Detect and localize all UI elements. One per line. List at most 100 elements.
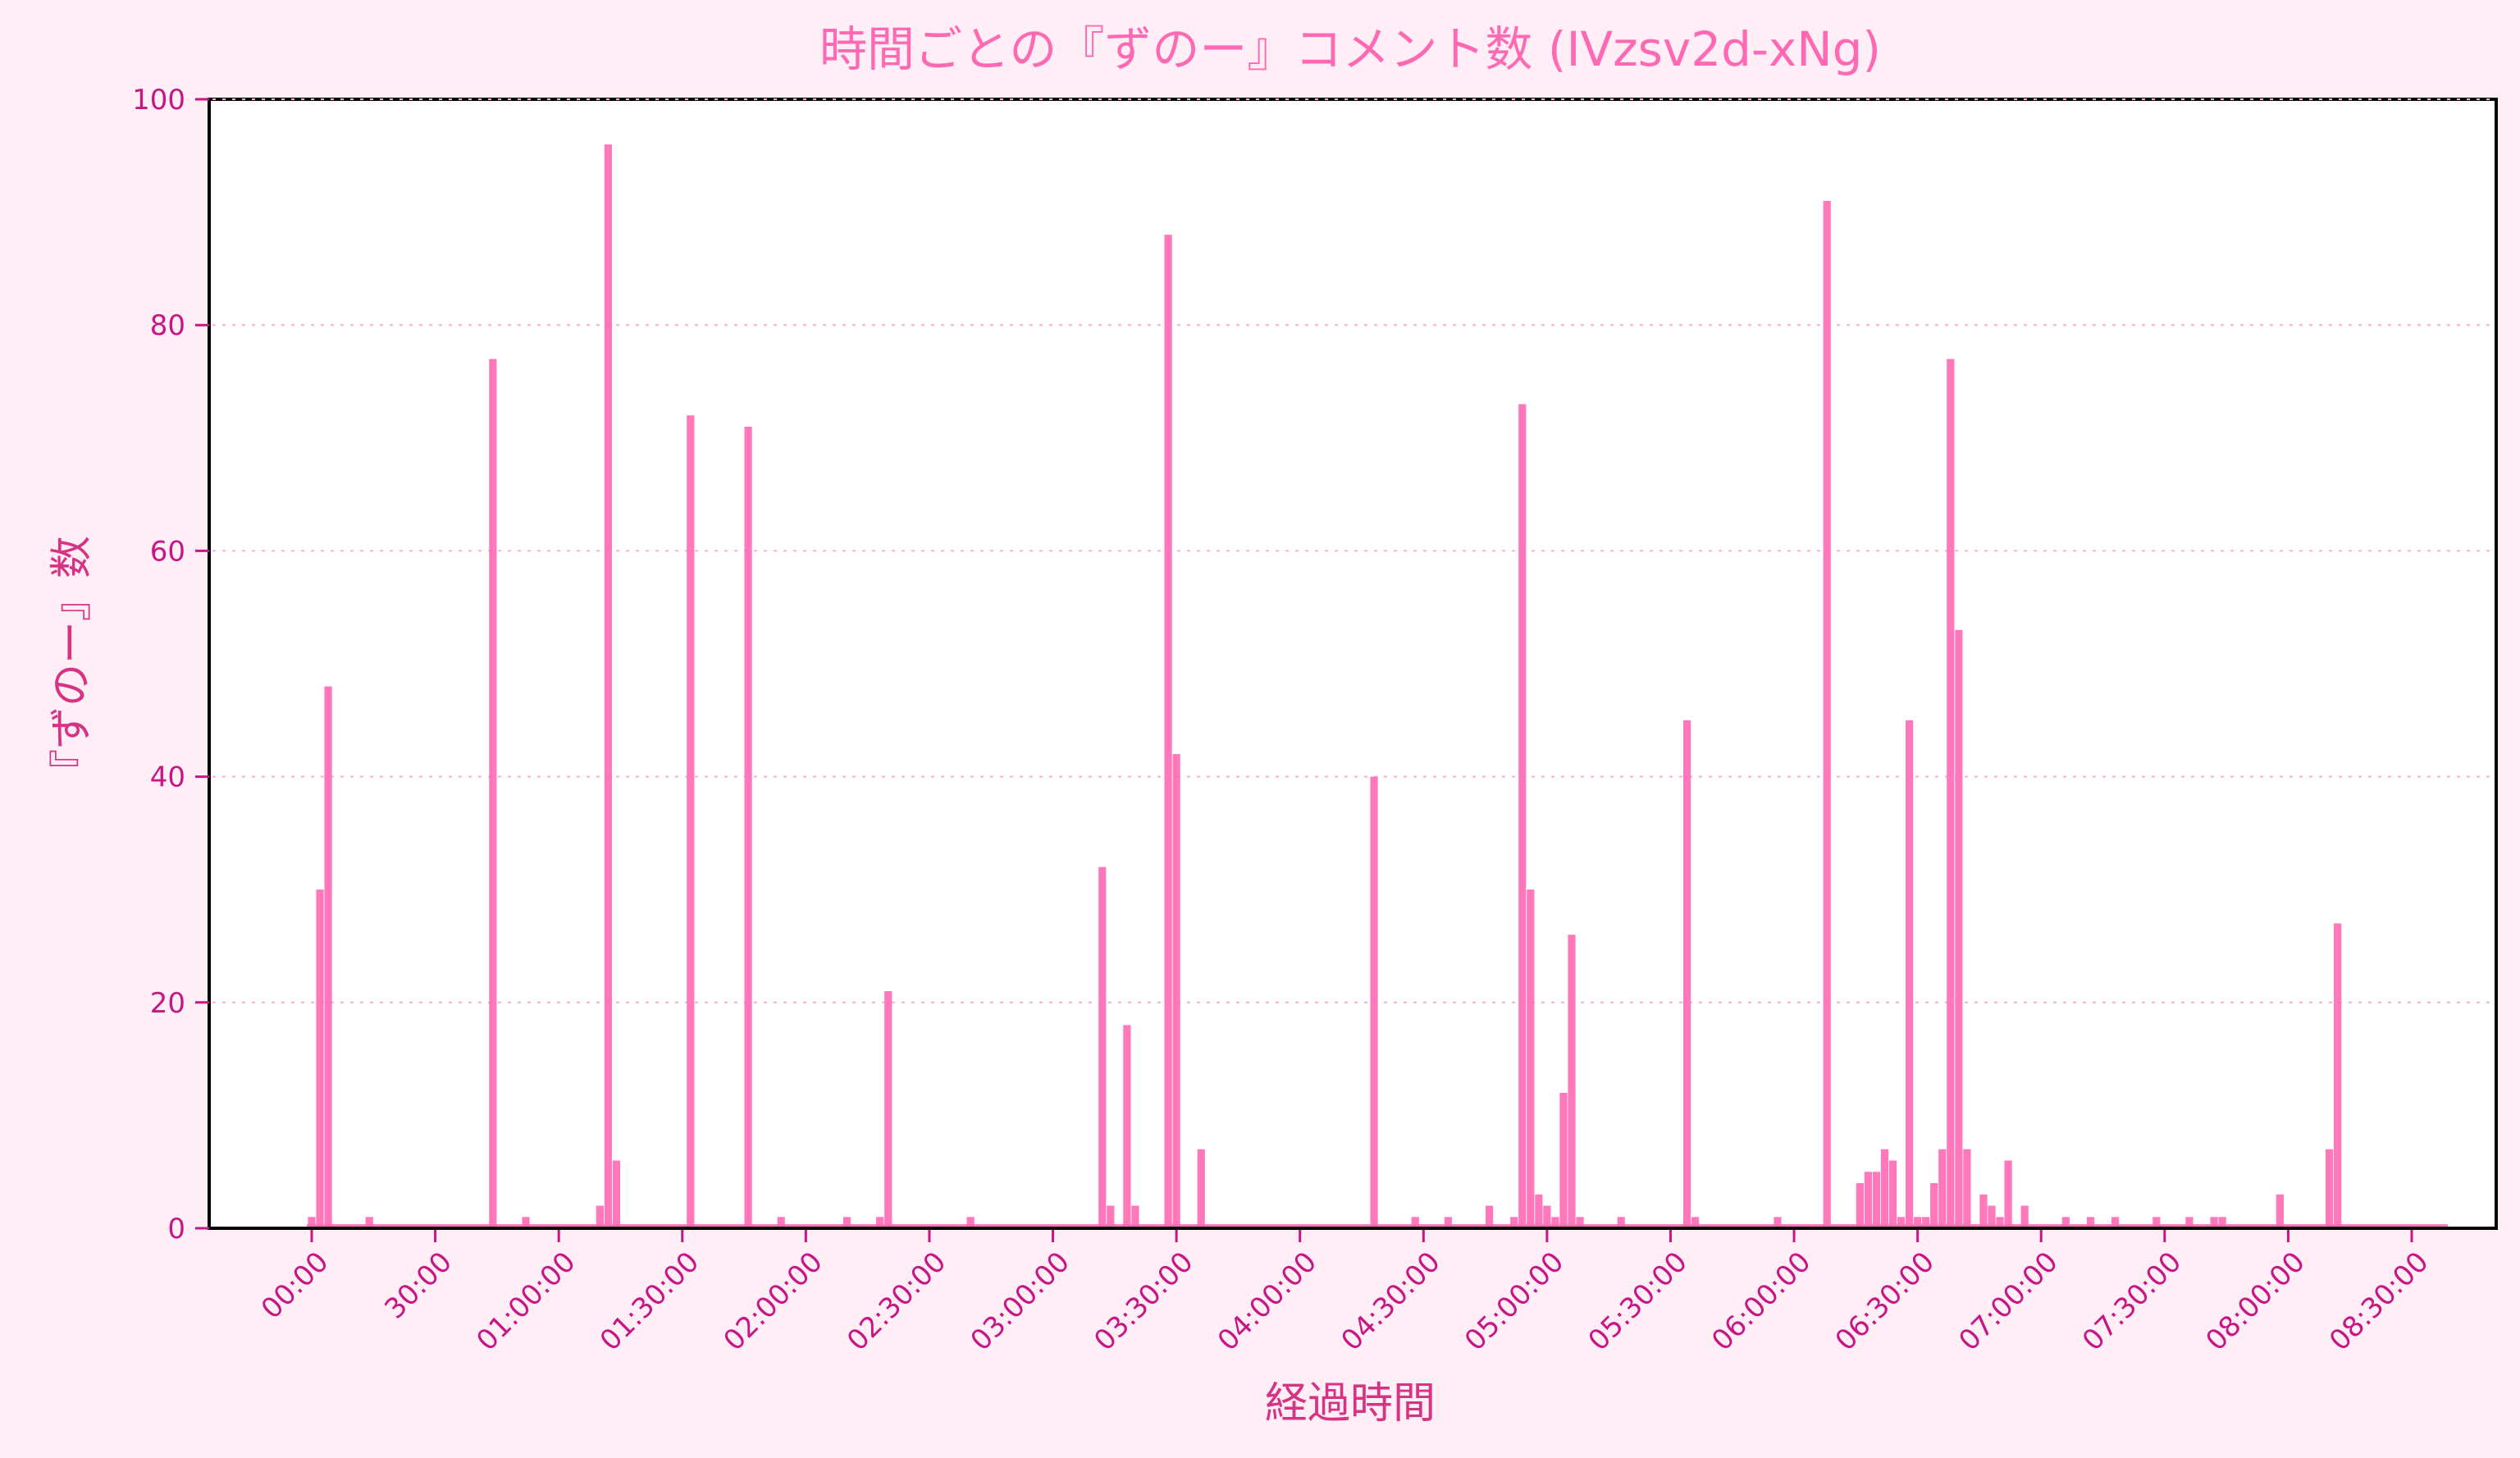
bar xyxy=(1617,1217,1625,1228)
bar xyxy=(2218,1217,2226,1228)
bar xyxy=(1905,720,1914,1228)
bar xyxy=(1938,1149,1947,1228)
bar xyxy=(876,1217,884,1228)
bar xyxy=(1535,1194,1543,1228)
x-tick-label: 02:00:00 xyxy=(717,1245,829,1357)
bar xyxy=(596,1205,604,1228)
bar xyxy=(1872,1172,1881,1228)
chart-title: 時間ごとの『ずのー』コメント数 (IVzsv2d-xNg) xyxy=(819,21,1881,77)
bar xyxy=(365,1217,373,1228)
bar xyxy=(842,1217,851,1228)
x-tick-label: 07:00:00 xyxy=(1952,1245,2064,1357)
y-tick-label: 100 xyxy=(132,84,185,117)
bar xyxy=(1979,1194,1988,1228)
bar xyxy=(1823,200,1831,1229)
x-tick-label: 08:00:00 xyxy=(2200,1245,2312,1357)
bar xyxy=(2276,1194,2284,1228)
x-tick-label: 06:00:00 xyxy=(1705,1245,1817,1357)
bar xyxy=(2185,1217,2194,1228)
bar xyxy=(1963,1149,1971,1228)
bars xyxy=(307,144,2449,1229)
bar xyxy=(2004,1160,2012,1228)
bar xyxy=(489,359,497,1229)
bar xyxy=(966,1217,975,1228)
bar xyxy=(612,1160,621,1228)
bar xyxy=(1131,1205,1139,1228)
bar xyxy=(687,415,695,1228)
y-axis-ticks: 0 20 40 60 80 100 xyxy=(132,84,209,1245)
bar xyxy=(1856,1182,1864,1228)
bar xyxy=(1485,1205,1494,1228)
bar xyxy=(1510,1217,1518,1228)
bar xyxy=(1551,1217,1559,1228)
bar xyxy=(522,1217,530,1228)
bar xyxy=(884,991,892,1228)
bar xyxy=(1568,935,1576,1228)
bar xyxy=(1922,1217,1930,1228)
bar xyxy=(2020,1205,2029,1228)
x-tick-label: 03:00:00 xyxy=(965,1245,1076,1357)
x-tick-label: 02:30:00 xyxy=(841,1245,952,1357)
bar xyxy=(1774,1217,1782,1228)
bar xyxy=(1123,1025,1131,1228)
x-axis-label: 経過時間 xyxy=(1265,1379,1436,1428)
x-axis-ticks: 00:00 30:00 01:00:00 01:30:00 02:00:00 02:30:… xyxy=(255,1230,2435,1357)
bar xyxy=(1947,359,1955,1229)
x-tick-label: 05:00:00 xyxy=(1459,1245,1570,1357)
y-tick-label: 0 xyxy=(167,1213,185,1245)
bar xyxy=(1691,1217,1700,1228)
x-tick-label: 07:30:00 xyxy=(2076,1245,2188,1357)
x-tick-label: 08:30:00 xyxy=(2323,1245,2435,1357)
x-tick-label: 01:00:00 xyxy=(470,1245,582,1357)
bar xyxy=(1559,1092,1568,1228)
bar xyxy=(1988,1205,1996,1228)
plot-area xyxy=(208,98,2498,1230)
bar xyxy=(604,144,613,1228)
bar xyxy=(1370,776,1378,1228)
bar xyxy=(1164,235,1172,1228)
bar xyxy=(1955,629,1963,1228)
bar xyxy=(2086,1217,2095,1228)
x-tick-label: 03:30:00 xyxy=(1088,1245,1199,1357)
bar xyxy=(308,1217,316,1228)
x-tick-label: 30:00 xyxy=(378,1245,459,1326)
bar xyxy=(1518,404,1527,1228)
x-tick-label: 06:30:00 xyxy=(1829,1245,1941,1357)
y-tick-label: 80 xyxy=(150,309,185,342)
bar xyxy=(744,427,752,1228)
x-tick-label: 04:00:00 xyxy=(1212,1245,1323,1357)
bar xyxy=(1888,1160,1897,1228)
bar xyxy=(1107,1205,1115,1228)
grid-lines xyxy=(212,98,2493,1003)
bar xyxy=(1411,1217,1419,1228)
x-tick-label: 01:30:00 xyxy=(594,1245,705,1357)
y-tick-label: 20 xyxy=(150,987,185,1020)
bar xyxy=(1880,1149,1889,1228)
bar xyxy=(2152,1217,2161,1228)
bar xyxy=(1914,1217,1922,1228)
bar xyxy=(1576,1217,1584,1228)
bar xyxy=(1172,754,1180,1228)
x-tick-label: 04:30:00 xyxy=(1335,1245,1446,1357)
x-tick-label: 05:30:00 xyxy=(1582,1245,1694,1357)
bar xyxy=(2210,1217,2218,1228)
bar xyxy=(1996,1217,2004,1228)
bar xyxy=(777,1217,785,1228)
bar xyxy=(1930,1182,1938,1228)
y-tick-label: 60 xyxy=(150,535,185,568)
bar xyxy=(1444,1217,1453,1228)
bar xyxy=(1897,1217,1906,1228)
y-axis-label: 『ずのー』数 xyxy=(48,536,97,792)
bar xyxy=(2111,1217,2120,1228)
bar xyxy=(2325,1149,2334,1228)
bar xyxy=(2334,923,2342,1228)
bar xyxy=(1098,866,1107,1228)
bar xyxy=(1682,720,1691,1228)
bar xyxy=(1527,889,1535,1228)
x-tick-label: 00:00 xyxy=(255,1245,336,1326)
y-tick-label: 40 xyxy=(150,761,185,794)
bar xyxy=(1197,1149,1205,1228)
bar xyxy=(1543,1205,1551,1228)
bar xyxy=(316,889,324,1228)
